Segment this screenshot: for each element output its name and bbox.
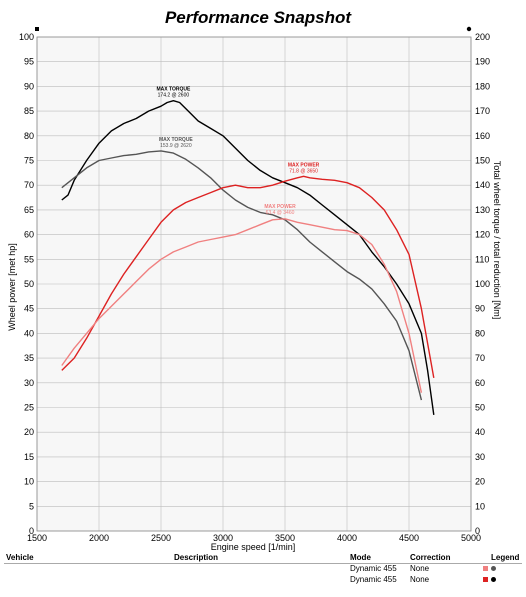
row-correction: None bbox=[410, 564, 430, 573]
y-tick-label-left: 30 bbox=[24, 378, 34, 388]
y-tick-label-right: 160 bbox=[475, 131, 490, 141]
x-tick-label: 4000 bbox=[337, 533, 357, 543]
y-tick-label-left: 25 bbox=[24, 403, 34, 413]
y-tick-label-right: 100 bbox=[475, 279, 490, 289]
grid bbox=[36, 36, 472, 532]
annotation-value: 71.8 @ 3650 bbox=[289, 168, 318, 174]
table-header: Vehicle Description Mode Correction Lege… bbox=[0, 552, 526, 564]
y-tick-label-right: 180 bbox=[475, 81, 490, 91]
y-tick-label-left: 80 bbox=[24, 131, 34, 141]
series-line bbox=[61, 218, 423, 393]
header-mode: Mode bbox=[350, 553, 371, 562]
axis-ticks: 0 0 5 10 10 20 15 30 20 40 25 50 30 60 35 70 40 80 45 90 50 1… bbox=[19, 32, 490, 543]
y-tick-label-right: 70 bbox=[475, 353, 485, 363]
table-row: Dynamic 455 None bbox=[0, 574, 526, 585]
corner-marker-right bbox=[466, 26, 472, 32]
row-mode: Dynamic 455 bbox=[350, 564, 397, 573]
results-table: Vehicle Description Mode Correction Lege… bbox=[0, 552, 526, 585]
y-tick-label-right: 30 bbox=[475, 452, 485, 462]
plot-border bbox=[36, 36, 472, 532]
y-tick-label-left: 60 bbox=[24, 230, 34, 240]
table-row: Dynamic 455 None bbox=[0, 563, 526, 574]
x-tick-label: 4500 bbox=[399, 533, 419, 543]
y-tick-label-left: 15 bbox=[24, 452, 34, 462]
y-tick-label-right: 140 bbox=[475, 180, 490, 190]
y-tick-label-left: 10 bbox=[24, 477, 34, 487]
header-divider bbox=[4, 563, 522, 564]
y-tick-label-right: 0 bbox=[475, 526, 480, 536]
y-tick-label-left: 20 bbox=[24, 427, 34, 437]
row-legend bbox=[483, 575, 496, 584]
annotation-label: MAX TORQUE bbox=[159, 137, 193, 143]
y-tick-label-right: 40 bbox=[475, 427, 485, 437]
header-description: Description bbox=[174, 553, 219, 562]
y-axis-label-left: Wheel power [met hp] bbox=[7, 243, 17, 331]
x-tick-label: 5000 bbox=[461, 533, 481, 543]
annotation-label: MAX TORQUE bbox=[156, 87, 190, 93]
y-tick-label-left: 40 bbox=[24, 328, 34, 338]
y-tick-label-right: 80 bbox=[475, 328, 485, 338]
y-tick-label-left: 95 bbox=[24, 57, 34, 67]
y-tick-label-left: 35 bbox=[24, 353, 34, 363]
y-tick-label-right: 10 bbox=[475, 501, 485, 511]
y-tick-label-left: 65 bbox=[24, 205, 34, 215]
annotation-label: MAX POWER bbox=[264, 204, 296, 210]
y-tick-label-left: 5 bbox=[29, 501, 34, 511]
series-line bbox=[61, 99, 435, 415]
legend-square-icon bbox=[483, 577, 488, 583]
y-tick-label-right: 90 bbox=[475, 304, 485, 314]
y-tick-label-left: 55 bbox=[24, 254, 34, 264]
y-tick-label-right: 150 bbox=[475, 156, 490, 166]
header-legend: Legend bbox=[491, 553, 520, 562]
y-tick-label-left: 85 bbox=[24, 106, 34, 116]
header-correction: Correction bbox=[410, 553, 451, 562]
legend-dot-icon bbox=[491, 566, 496, 572]
corner-marker-left bbox=[35, 27, 39, 31]
y-tick-label-right: 190 bbox=[475, 57, 490, 67]
x-axis-label: Engine speed [1/min] bbox=[211, 542, 296, 552]
legend-dot-icon bbox=[491, 577, 496, 583]
x-tick-label: 2500 bbox=[151, 533, 171, 543]
y-tick-label-left: 0 bbox=[29, 526, 34, 536]
header-vehicle: Vehicle bbox=[6, 553, 34, 562]
row-correction: None bbox=[410, 575, 430, 584]
y-tick-label-right: 130 bbox=[475, 205, 490, 215]
series-line bbox=[61, 175, 435, 379]
annotation-label: MAX POWER bbox=[288, 162, 320, 168]
chart: Performance Snapshot 0 0 5 10 10 20 15 30 20 40 25… bbox=[7, 8, 502, 552]
y-tick-label-right: 110 bbox=[475, 254, 489, 264]
y-tick-label-right: 60 bbox=[475, 378, 485, 388]
y-tick-label-left: 70 bbox=[24, 180, 34, 190]
annotation-value: 153.9 @ 2620 bbox=[160, 143, 192, 149]
annotation-value: 174.2 @ 2600 bbox=[158, 93, 190, 99]
y-axis-label-right: Total wheel torque / total reduction [Nm… bbox=[492, 161, 502, 320]
y-tick-label-left: 90 bbox=[24, 81, 34, 91]
y-tick-label-left: 45 bbox=[24, 304, 34, 314]
y-tick-label-left: 50 bbox=[24, 279, 34, 289]
annotation-value: 63.4 @ 3460 bbox=[266, 210, 295, 216]
x-tick-label: 3000 bbox=[213, 533, 233, 543]
chart-title: Performance Snapshot bbox=[165, 8, 352, 27]
row-legend bbox=[483, 564, 496, 573]
series-line bbox=[61, 150, 423, 401]
y-tick-label-right: 20 bbox=[475, 477, 485, 487]
series-lines bbox=[61, 99, 435, 415]
y-tick-label-left: 100 bbox=[19, 32, 34, 42]
y-tick-label-right: 200 bbox=[475, 32, 490, 42]
y-tick-label-right: 170 bbox=[475, 106, 490, 116]
legend-square-icon bbox=[483, 566, 488, 572]
row-mode: Dynamic 455 bbox=[350, 575, 397, 584]
y-tick-label-right: 50 bbox=[475, 403, 485, 413]
x-tick-label: 2000 bbox=[89, 533, 109, 543]
x-tick-label: 1500 bbox=[27, 533, 47, 543]
y-tick-label-right: 120 bbox=[475, 230, 490, 240]
y-tick-label-left: 75 bbox=[24, 156, 34, 166]
x-tick-label: 3500 bbox=[275, 533, 295, 543]
